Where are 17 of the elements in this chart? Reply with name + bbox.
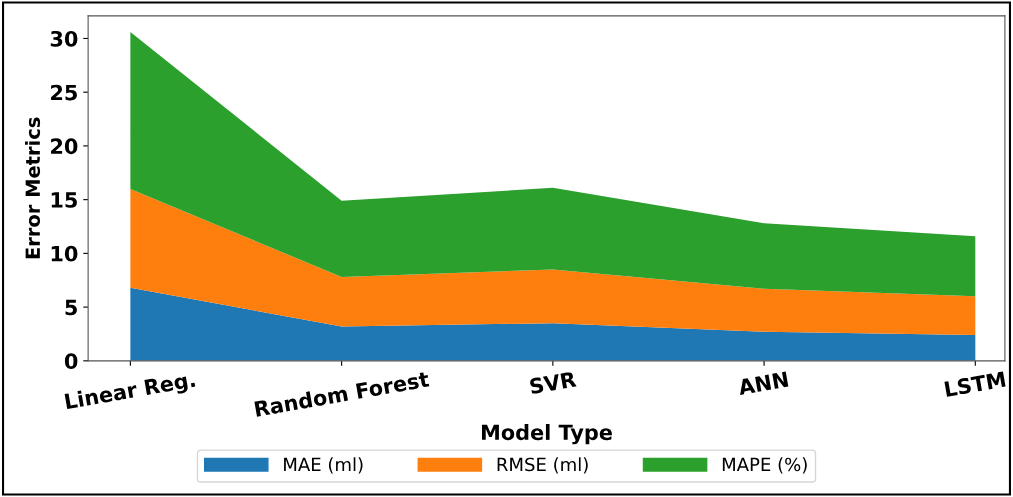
y-axis-title: Error Metrics	[25, 117, 41, 259]
x-tick-label: SVR	[529, 370, 577, 395]
y-tick-label: 30	[50, 30, 78, 47]
y-tick-label: 5	[65, 299, 77, 316]
legend-label: RMSE (ml)	[497, 457, 588, 474]
y-tick-label: 20	[51, 138, 78, 155]
x-tick-label: Random Forest	[254, 370, 430, 417]
legend-label: MAPE (%)	[722, 457, 807, 474]
y-tick-label: 15	[51, 192, 77, 208]
x-tick-label: LSTM	[944, 371, 1006, 398]
x-tick-label: ANN	[737, 371, 789, 395]
x-tick-label: Linear Reg.	[64, 370, 197, 414]
legend-label: MAE (ml)	[284, 457, 363, 474]
y-tick-label: 25	[51, 84, 77, 101]
y-tick-label: 10	[51, 245, 78, 262]
x-axis-title: Model Type	[482, 424, 612, 445]
y-tick-label: 0	[64, 353, 78, 370]
